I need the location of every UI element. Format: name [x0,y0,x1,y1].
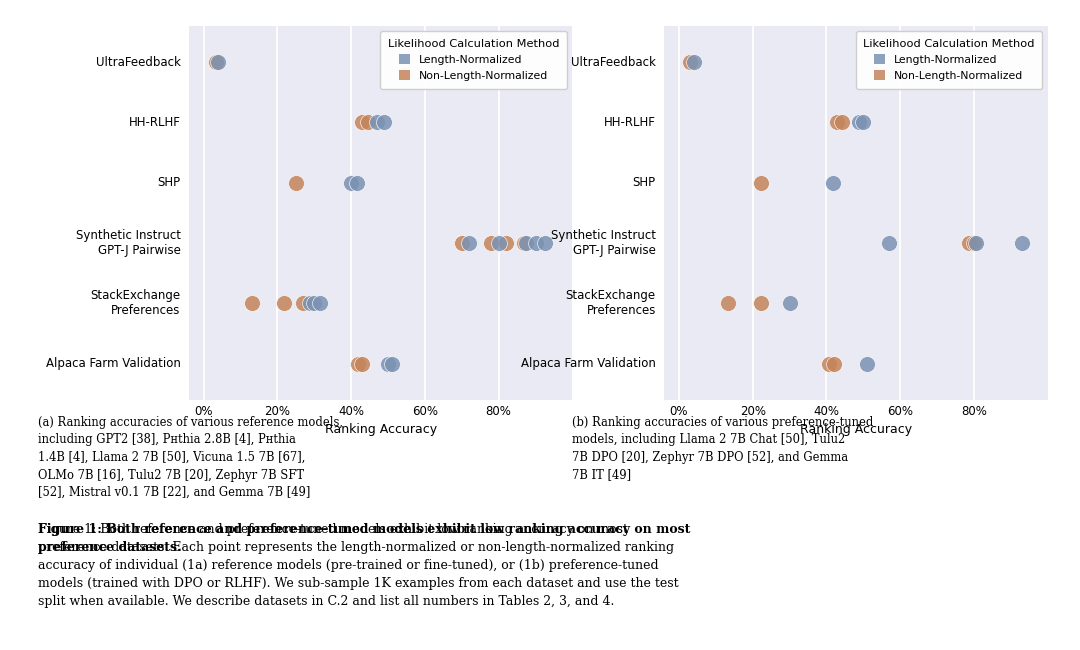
Point [311,298,328,309]
Legend: Length-Normalized, Non-Length-Normalized: Length-Normalized, Non-Length-Normalized [380,31,567,88]
Point [353,358,370,369]
Point [210,57,227,68]
Point [681,57,699,68]
Point [536,238,553,248]
Point [287,177,305,188]
Text: (b) Ranking accuracies of various preference-tuned
models, including Llama 2 7B : (b) Ranking accuracies of various prefer… [572,416,874,482]
Point [1013,238,1030,248]
Point [961,238,978,248]
X-axis label: Ranking Accuracy: Ranking Accuracy [325,423,436,436]
Point [821,358,838,369]
Point [490,238,508,248]
Point [460,238,477,248]
Point [349,358,366,369]
Text: Figure 1: Both reference and preference-tuned models exhibit low ranking accurac: Figure 1: Both reference and preference-… [38,523,690,554]
Point [383,358,401,369]
Point [527,238,544,248]
Point [825,358,842,369]
Text: (a) Ranking accuracies of various reference models,
including GPT2 [38], Pʜthia : (a) Ranking accuracies of various refere… [38,416,342,499]
Point [967,238,984,248]
Point [360,117,377,127]
Point [685,57,702,68]
Point [859,358,876,369]
Point [752,298,769,309]
Point [306,298,323,309]
Point [828,117,846,127]
Point [342,177,360,188]
Point [880,238,897,248]
Point [243,298,260,309]
Point [294,298,311,309]
Point [301,298,319,309]
Point [834,117,851,127]
Point [348,177,365,188]
Point [368,117,386,127]
Point [781,298,798,309]
Point [516,238,534,248]
X-axis label: Ranking Accuracy: Ranking Accuracy [800,423,912,436]
Point [498,238,515,248]
Point [379,358,396,369]
Point [483,238,500,248]
Point [517,238,535,248]
Text: Figure 1: Both reference and preference-tuned models exhibit low ranking accurac: Figure 1: Both reference and preference-… [38,523,678,608]
Point [824,177,841,188]
Point [854,117,872,127]
Point [376,117,393,127]
Point [966,238,983,248]
Point [753,177,770,188]
Point [719,298,737,309]
Point [454,238,471,248]
Point [850,117,867,127]
Legend: Length-Normalized, Non-Length-Normalized: Length-Normalized, Non-Length-Normalized [855,31,1042,88]
Point [275,298,293,309]
Point [207,57,225,68]
Point [353,117,370,127]
